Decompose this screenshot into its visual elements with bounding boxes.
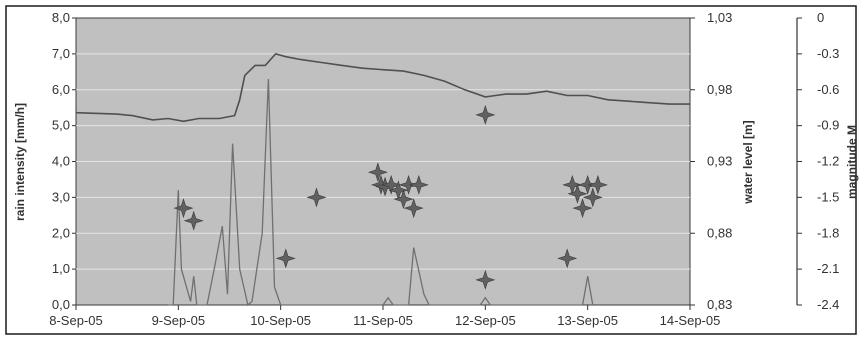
left-tick-label: 0,0 bbox=[52, 297, 70, 312]
middle-tick-label: 0,88 bbox=[707, 225, 732, 240]
rain-intensity-line bbox=[168, 78, 594, 307]
left-tick-label: 2,0 bbox=[52, 225, 70, 240]
magnitude-star-marker bbox=[393, 189, 414, 210]
magnitude-star-marker bbox=[306, 187, 327, 208]
magnitude-series bbox=[173, 104, 608, 290]
magnitude-star-marker bbox=[577, 174, 598, 195]
left-tick-label: 4,0 bbox=[52, 154, 70, 169]
magnitude-star-marker bbox=[582, 187, 603, 208]
right-tick-label: -1.2 bbox=[817, 154, 839, 169]
x-tick-label: 10-Sep-05 bbox=[250, 313, 311, 328]
magnitude-axis: -2.4 -2.1 -1.8 -1.5 -1.2 -0.9 -0.6 -0.3 0 bbox=[796, 10, 839, 312]
water-level-axis: 0,83 0,88 0,93 0,98 1,03 bbox=[690, 10, 732, 312]
magnitude-star-marker bbox=[275, 248, 296, 269]
water-level-series bbox=[75, 52, 690, 123]
right-tick-label: -2.4 bbox=[817, 297, 839, 312]
left-axis-label: rain intensity [mm/h] bbox=[13, 103, 27, 221]
right-tick-label: -1.5 bbox=[817, 189, 839, 204]
magnitude-star-marker bbox=[572, 198, 593, 219]
magnitude-star-marker bbox=[557, 248, 578, 269]
rain-intensity-series bbox=[168, 78, 594, 307]
magnitude-star-marker bbox=[367, 162, 388, 183]
right-tick-label: -0.3 bbox=[817, 46, 839, 61]
right-axis-label: magnitude M bbox=[845, 125, 859, 199]
magnitude-star-marker bbox=[183, 210, 204, 231]
x-tick-label: 11-Sep-05 bbox=[353, 313, 413, 328]
left-tick-label: 3,0 bbox=[52, 189, 70, 204]
water-level-line bbox=[75, 52, 690, 123]
middle-axis-label: water level [m] bbox=[741, 120, 755, 204]
x-tick-label: 13-Sep-05 bbox=[557, 313, 618, 328]
left-tick-label: 7,0 bbox=[52, 46, 70, 61]
middle-tick-label: 0,83 bbox=[707, 297, 732, 312]
magnitude-star-marker bbox=[408, 174, 429, 195]
right-tick-label: -0.6 bbox=[817, 82, 839, 97]
x-tick-label: 12-Sep-05 bbox=[455, 313, 516, 328]
middle-tick-label: 0,93 bbox=[707, 154, 732, 169]
magnitude-star-marker bbox=[587, 174, 608, 195]
magnitude-star-marker bbox=[398, 174, 419, 195]
right-tick-label: 0 bbox=[817, 10, 824, 25]
left-axis-ticks: 0,0 1,0 2,0 3,0 4,0 5,0 6,0 7,0 8,0 bbox=[52, 10, 76, 312]
left-tick-label: 1,0 bbox=[52, 261, 70, 276]
magnitude-star-marker bbox=[475, 104, 496, 125]
magnitude-star-marker bbox=[567, 183, 588, 204]
left-tick-label: 6,0 bbox=[52, 82, 70, 97]
x-tick-label: 9-Sep-05 bbox=[152, 313, 205, 328]
middle-tick-label: 1,03 bbox=[707, 10, 732, 25]
gridlines bbox=[76, 53, 690, 270]
right-tick-label: -2.1 bbox=[817, 261, 839, 276]
right-tick-label: -1.8 bbox=[817, 225, 839, 240]
magnitude-star-marker bbox=[381, 174, 402, 195]
left-tick-label: 5,0 bbox=[52, 118, 70, 133]
middle-tick-label: 0,98 bbox=[707, 82, 732, 97]
left-tick-label: 8,0 bbox=[52, 10, 70, 25]
x-tick-label: 8-Sep-05 bbox=[49, 313, 102, 328]
x-tick-label: 14-Sep-05 bbox=[660, 313, 721, 328]
magnitude-star-marker bbox=[403, 198, 424, 219]
x-axis-ticks: 8-Sep-05 9-Sep-05 10-Sep-05 11-Sep-05 12-Sep… bbox=[49, 305, 720, 328]
right-tick-label: -0.9 bbox=[817, 118, 839, 133]
magnitude-star-marker bbox=[475, 269, 496, 290]
magnitude-star-marker bbox=[173, 198, 194, 219]
